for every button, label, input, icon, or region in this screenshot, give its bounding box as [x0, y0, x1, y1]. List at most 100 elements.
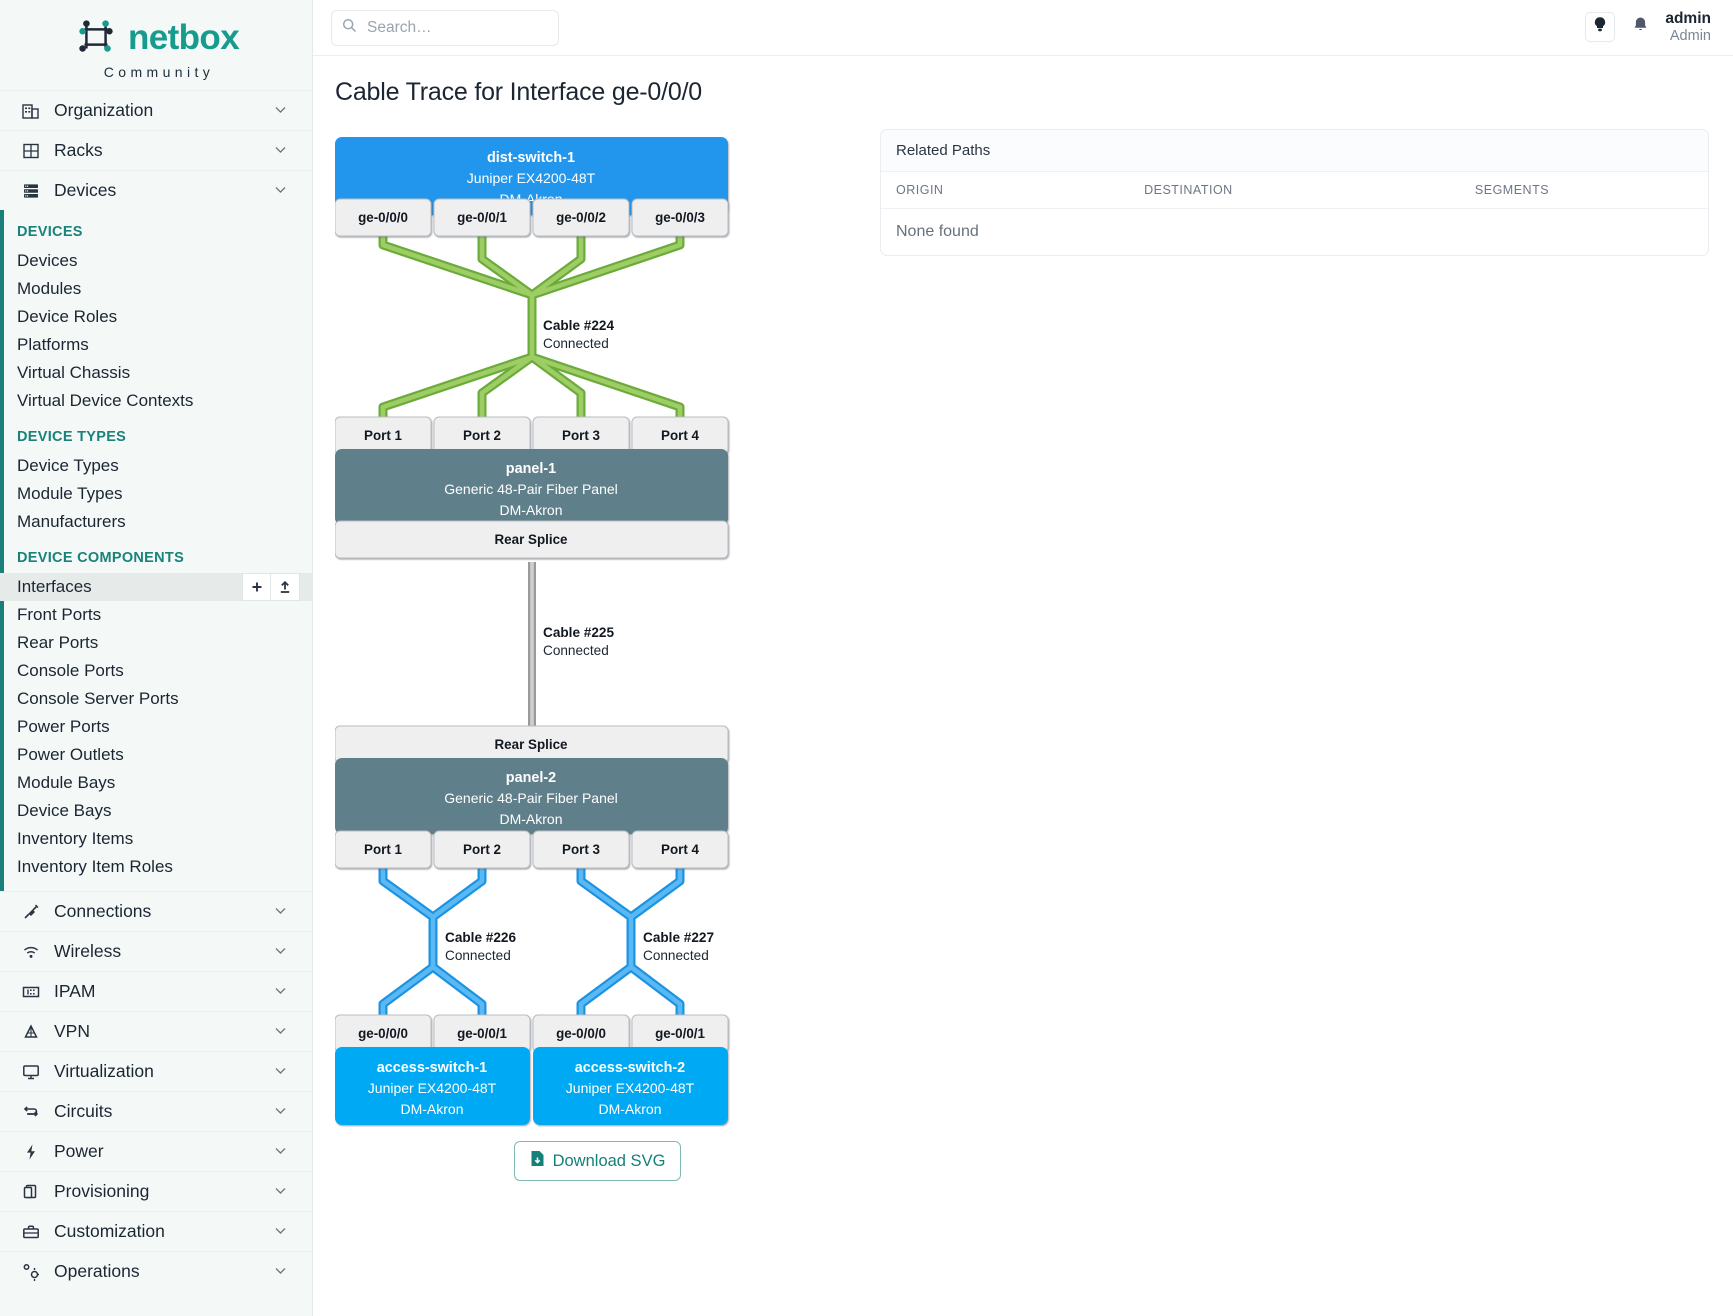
termination-row-panel1-front-ports[interactable]: Port 1 Port 2 Port 3 Port 4	[335, 416, 729, 455]
sidebar-item-manufacturers[interactable]: Manufacturers	[17, 512, 126, 531]
sidebar-item-rear-ports[interactable]: Rear Ports	[17, 633, 99, 652]
sidebar-item-module-types[interactable]: Module Types	[17, 484, 123, 503]
termination-label: ge-0/0/0	[358, 210, 408, 225]
file-download-icon	[530, 1150, 545, 1172]
cable-224-status: Connected	[543, 336, 609, 351]
termination-row-interfaces-top[interactable]: ge-0/0/0 ge-0/0/1 ge-0/0/2 ge-0/0/3	[335, 198, 729, 237]
termination-row-panel2-front-ports[interactable]: Port 1 Port 2 Port 3 Port 4	[335, 830, 729, 869]
sidebar-item-interfaces[interactable]: Interfaces	[0, 573, 312, 601]
sidebar-group-operations[interactable]: Operations	[0, 1251, 312, 1291]
cable-225-lines: Cable #225 Connected	[528, 562, 614, 729]
sidebar-item-power-outlets[interactable]: Power Outlets	[17, 745, 124, 764]
sidebar-group-circuits[interactable]: Circuits	[0, 1091, 312, 1131]
device-type: Juniper EX4200-48T	[566, 1080, 695, 1096]
cable-225-status: Connected	[543, 643, 609, 658]
sidebar-item-inventory-item-roles[interactable]: Inventory Item Roles	[17, 857, 173, 876]
termination-rear-splice-1[interactable]: Rear Splice	[335, 520, 729, 559]
sidebar-group-vpn[interactable]: VPN	[0, 1011, 312, 1051]
chevron-down-icon	[274, 100, 290, 121]
theme-toggle-button[interactable]	[1585, 12, 1616, 43]
brand[interactable]: netbox Community	[0, 0, 312, 90]
device-site: DM-Akron	[499, 811, 562, 827]
device-site: DM-Akron	[499, 502, 562, 518]
device-site: DM-Akron	[400, 1101, 463, 1117]
import-interfaces-button[interactable]	[271, 573, 300, 601]
termination-label: ge-0/0/3	[655, 210, 705, 225]
sidebar-item-front-ports[interactable]: Front Ports	[17, 605, 102, 624]
sidebar-item-device-types[interactable]: Device Types	[17, 456, 119, 475]
sidebar-group-power[interactable]: Power	[0, 1131, 312, 1171]
cable-227-status: Connected	[643, 948, 709, 963]
chevron-down-icon	[274, 1101, 290, 1122]
connections-icon	[22, 903, 48, 921]
add-interface-button[interactable]	[242, 573, 271, 601]
sidebar-expanded-devices: DEVICES Devices Modules Device Roles Pla…	[0, 210, 312, 891]
notifications-button[interactable]	[1629, 16, 1651, 38]
search-icon	[342, 18, 357, 38]
sidebar-group-organization[interactable]: Organization	[0, 90, 312, 130]
device-name: dist-switch-1	[487, 150, 575, 166]
sidebar-item-module-bays[interactable]: Module Bays	[17, 773, 116, 792]
termination-label: ge-0/0/0	[556, 1026, 606, 1041]
column-header-segments[interactable]: SEGMENTS	[1459, 172, 1708, 209]
termination-label: Port 1	[364, 842, 403, 857]
column-header-origin[interactable]: ORIGIN	[881, 172, 1130, 209]
table-header-row: ORIGIN DESTINATION SEGMENTS	[881, 172, 1708, 209]
sidebar-item-console-server-ports[interactable]: Console Server Ports	[17, 689, 179, 708]
termination-rear-splice-2[interactable]: Rear Splice	[335, 725, 729, 764]
sidebar: netbox Community Organization Racks	[0, 0, 313, 1316]
sidebar-group-label: Devices	[54, 180, 117, 200]
brand-edition: Community	[103, 64, 215, 80]
sidebar-group-customization[interactable]: Customization	[0, 1211, 312, 1251]
sidebar-group-racks[interactable]: Racks	[0, 130, 312, 170]
chevron-down-icon	[274, 1061, 290, 1082]
sidebar-group-virtualization[interactable]: Virtualization	[0, 1051, 312, 1091]
sidebar-group-devices[interactable]: Devices	[0, 170, 312, 210]
termination-label: ge-0/0/2	[556, 210, 606, 225]
termination-label: Rear Splice	[495, 532, 568, 547]
cable-trace-diagram[interactable]: Cable #224 Connected Cable #225 Connecte…	[335, 129, 795, 1129]
column-header-destination[interactable]: DESTINATION	[1129, 172, 1460, 209]
device-node-access-switch-1[interactable]: access-switch-1 Juniper EX4200-48T DM-Ak…	[335, 1047, 530, 1125]
sidebar-item-device-bays[interactable]: Device Bays	[17, 801, 112, 820]
device-node-panel-1[interactable]: panel-1 Generic 48-Pair Fiber Panel DM-A…	[335, 449, 728, 525]
user-menu[interactable]: admin Admin	[1665, 10, 1715, 46]
sidebar-group-provisioning[interactable]: Provisioning	[0, 1171, 312, 1211]
ipam-icon	[22, 983, 48, 1001]
sidebar-group-wireless[interactable]: Wireless	[0, 931, 312, 971]
sidebar-item-device-roles[interactable]: Device Roles	[17, 307, 118, 326]
sidebar-item-power-ports[interactable]: Power Ports	[17, 717, 110, 736]
chevron-down-icon	[274, 140, 290, 161]
device-node-panel-2[interactable]: panel-2 Generic 48-Pair Fiber Panel DM-A…	[335, 758, 728, 834]
termination-row-interfaces-bottom[interactable]: ge-0/0/0 ge-0/0/1 ge-0/0/0 ge-0/0/1	[335, 1014, 729, 1053]
sidebar-group-ipam[interactable]: IPAM	[0, 971, 312, 1011]
sidebar-item-modules[interactable]: Modules	[17, 279, 82, 298]
user-name: admin	[1665, 9, 1711, 27]
cable-trace-panel: Cable #224 Connected Cable #225 Connecte…	[335, 129, 860, 1181]
device-name: panel-1	[506, 461, 556, 477]
sidebar-item-console-ports[interactable]: Console Ports	[17, 661, 124, 680]
sidebar-group-connections[interactable]: Connections	[0, 891, 312, 931]
chevron-down-icon	[274, 981, 290, 1002]
termination-label: Port 3	[562, 842, 600, 857]
sidebar-item-devices[interactable]: Devices	[17, 251, 78, 270]
device-type: Generic 48-Pair Fiber Panel	[444, 481, 618, 497]
brand-wordmark: netbox	[127, 17, 240, 57]
cable-224-label: Cable #224	[543, 318, 614, 333]
sidebar-group-label: Racks	[54, 140, 103, 160]
cable-226-227-lines: Cable #226 Connected Cable #227 Connecte…	[378, 868, 714, 1017]
related-paths-card: Related Paths ORIGIN DESTINATION SEGMENT…	[880, 129, 1709, 256]
search-input[interactable]	[365, 17, 548, 38]
sidebar-item-virtual-chassis[interactable]: Virtual Chassis	[17, 363, 131, 382]
sidebar-item-virtual-device-contexts[interactable]: Virtual Device Contexts	[17, 391, 194, 410]
device-node-access-switch-2[interactable]: access-switch-2 Juniper EX4200-48T DM-Ak…	[533, 1047, 728, 1125]
sidebar-item-inventory-items[interactable]: Inventory Items	[17, 829, 134, 848]
termination-label: ge-0/0/1	[457, 210, 507, 225]
sidebar-section-title-device-types: DEVICE TYPES	[17, 429, 127, 445]
sidebar-item-platforms[interactable]: Platforms	[17, 335, 89, 354]
devices-icon	[22, 182, 48, 200]
search-bar[interactable]	[331, 9, 559, 46]
related-paths-table: ORIGIN DESTINATION SEGMENTS None found	[881, 172, 1708, 255]
download-svg-button[interactable]: Download SVG	[513, 1141, 682, 1181]
termination-label: Rear Splice	[495, 737, 568, 752]
